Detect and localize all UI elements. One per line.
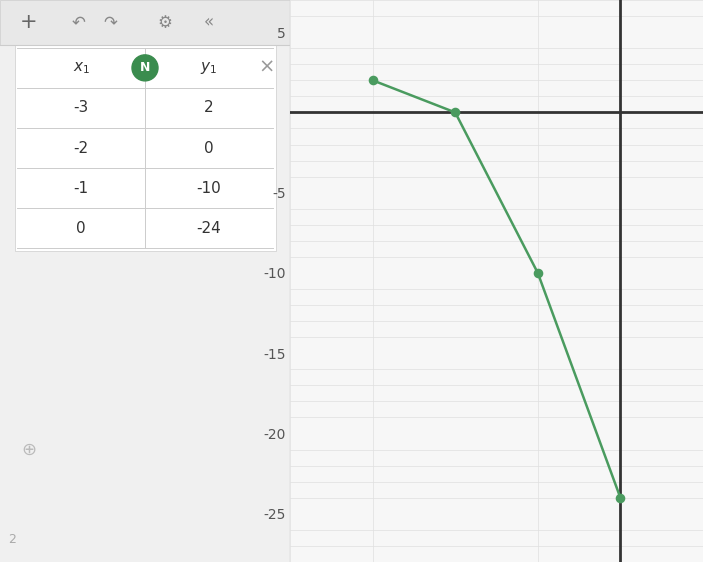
Text: ↶: ↶ (72, 13, 85, 31)
Text: 2: 2 (8, 533, 15, 546)
Text: ⊕: ⊕ (21, 441, 37, 459)
Text: 0: 0 (204, 140, 214, 156)
Text: ⚙: ⚙ (158, 13, 173, 31)
Text: N: N (140, 61, 150, 74)
Text: $x_1$: $x_1$ (72, 60, 90, 76)
Text: 2: 2 (204, 101, 214, 116)
Text: -3: -3 (74, 101, 89, 116)
Text: 0: 0 (77, 221, 86, 236)
Text: «: « (204, 13, 214, 31)
Text: ×: × (259, 58, 275, 77)
Text: -10: -10 (196, 181, 221, 196)
Text: -24: -24 (196, 221, 221, 236)
Text: $y_1$: $y_1$ (200, 60, 217, 76)
Ellipse shape (132, 55, 158, 81)
Text: ↷: ↷ (103, 13, 117, 31)
Text: -2: -2 (74, 140, 89, 156)
Text: -1: -1 (74, 181, 89, 196)
Point (367, 76, 378, 85)
Point (450, 108, 461, 117)
FancyBboxPatch shape (0, 0, 290, 45)
Point (532, 269, 543, 278)
Text: +: + (20, 12, 38, 33)
FancyBboxPatch shape (15, 45, 276, 251)
Point (615, 493, 626, 502)
